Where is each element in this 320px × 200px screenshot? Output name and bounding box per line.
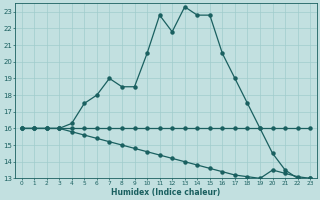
X-axis label: Humidex (Indice chaleur): Humidex (Indice chaleur) bbox=[111, 188, 220, 197]
